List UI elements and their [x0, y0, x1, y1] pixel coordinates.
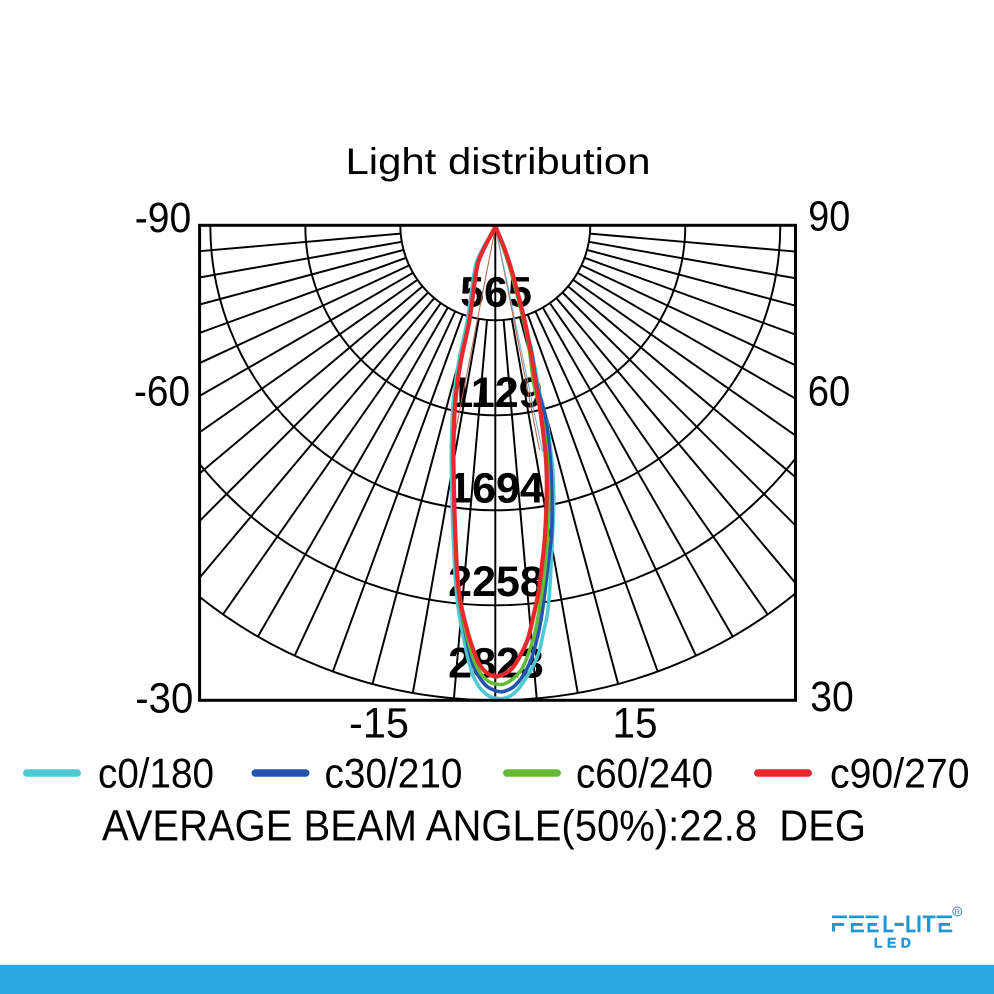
svg-text:LED: LED: [874, 935, 911, 951]
svg-text:c60/240: c60/240: [576, 750, 713, 797]
svg-text:-15: -15: [349, 701, 409, 748]
svg-text:-60: -60: [134, 369, 190, 416]
svg-text:Light distribution: Light distribution: [346, 141, 651, 182]
svg-text:60: 60: [808, 369, 851, 416]
svg-text:-90: -90: [135, 195, 192, 242]
svg-text:-30: -30: [135, 675, 193, 722]
svg-text:30: 30: [810, 674, 854, 721]
svg-text:c30/210: c30/210: [325, 750, 463, 797]
svg-text:1694: 1694: [448, 465, 544, 513]
svg-text:AVERAGE BEAM ANGLE(50%):22.8: AVERAGE BEAM ANGLE(50%):22.8 DEG: [102, 802, 866, 851]
svg-text:c90/270: c90/270: [830, 750, 970, 797]
svg-text:90: 90: [808, 194, 850, 241]
svg-text:R: R: [955, 907, 961, 916]
svg-text:c0/180: c0/180: [98, 750, 214, 797]
svg-text:2258: 2258: [448, 558, 544, 606]
svg-text:15: 15: [613, 700, 658, 747]
